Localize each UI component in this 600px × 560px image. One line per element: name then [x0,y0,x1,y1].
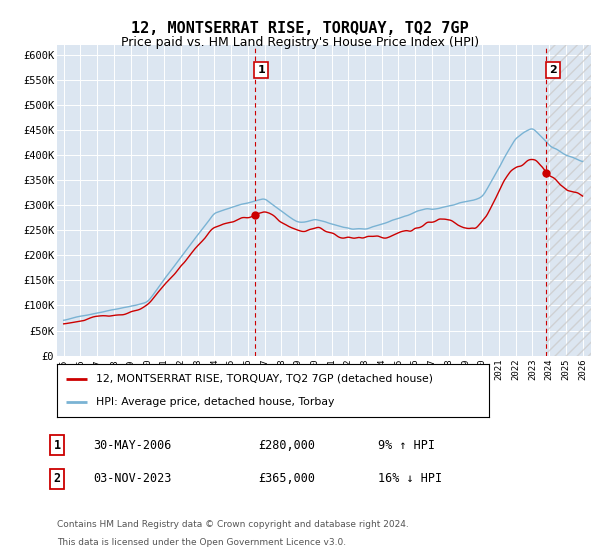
Text: 30-MAY-2006: 30-MAY-2006 [93,438,172,452]
Text: 1: 1 [257,65,265,75]
Text: HPI: Average price, detached house, Torbay: HPI: Average price, detached house, Torb… [96,397,334,407]
Text: This data is licensed under the Open Government Licence v3.0.: This data is licensed under the Open Gov… [57,538,346,547]
Text: £280,000: £280,000 [258,438,315,452]
Text: Price paid vs. HM Land Registry's House Price Index (HPI): Price paid vs. HM Land Registry's House … [121,36,479,49]
Text: £365,000: £365,000 [258,472,315,486]
Text: 2: 2 [53,472,61,486]
Text: 03-NOV-2023: 03-NOV-2023 [93,472,172,486]
Text: 12, MONTSERRAT RISE, TORQUAY, TQ2 7GP (detached house): 12, MONTSERRAT RISE, TORQUAY, TQ2 7GP (d… [96,374,433,384]
Text: Contains HM Land Registry data © Crown copyright and database right 2024.: Contains HM Land Registry data © Crown c… [57,520,409,529]
Text: 16% ↓ HPI: 16% ↓ HPI [378,472,442,486]
Text: 1: 1 [53,438,61,452]
Text: 2: 2 [549,65,557,75]
Text: 9% ↑ HPI: 9% ↑ HPI [378,438,435,452]
Text: 12, MONTSERRAT RISE, TORQUAY, TQ2 7GP: 12, MONTSERRAT RISE, TORQUAY, TQ2 7GP [131,21,469,36]
